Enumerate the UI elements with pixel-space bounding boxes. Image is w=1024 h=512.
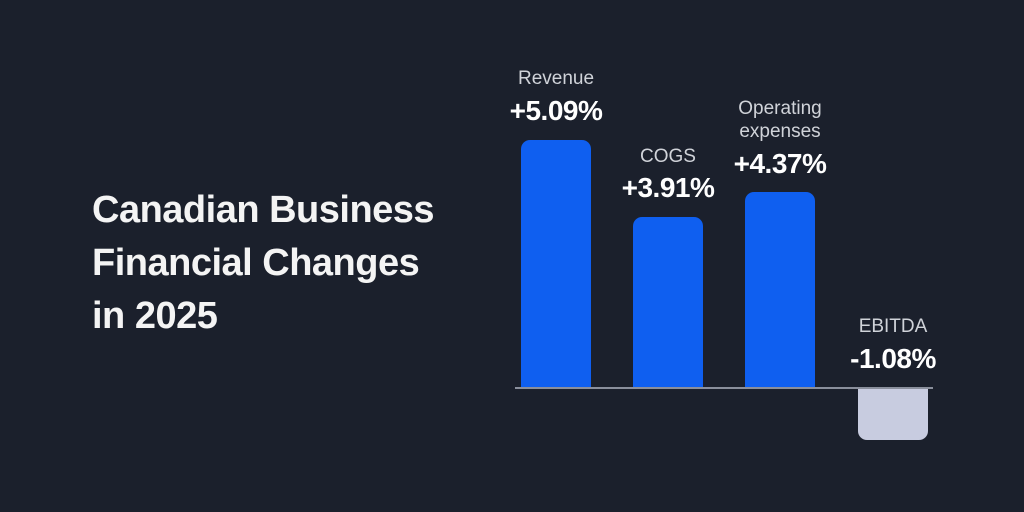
title-line-2: Financial Changes <box>92 242 420 284</box>
bar-ebitda <box>858 389 928 440</box>
bar-label-cogs: COGS <box>640 146 696 167</box>
bar-operating-expenses <box>745 192 815 388</box>
bar-value-opex: +4.37% <box>733 148 827 179</box>
bar-label-opex-line2: expenses <box>739 121 821 142</box>
bar-label-revenue: Revenue <box>517 68 595 89</box>
bar-label-ebitda: EBITDA <box>858 316 928 337</box>
title-line-3: in 2025 <box>92 295 218 337</box>
bar-cogs <box>633 217 703 388</box>
bar-value-revenue: +5.09% <box>509 95 603 126</box>
x-axis-baseline <box>515 387 933 389</box>
chart-title: Canadian Business Financial Changes in 2… <box>92 184 435 343</box>
title-line-1: Canadian Business <box>92 189 435 231</box>
bar-revenue <box>521 140 591 388</box>
bar-value-ebitda: -1.08% <box>850 343 936 374</box>
bar-value-cogs: +3.91% <box>621 172 715 203</box>
bar-label-opex-line1: Operating <box>738 98 822 119</box>
